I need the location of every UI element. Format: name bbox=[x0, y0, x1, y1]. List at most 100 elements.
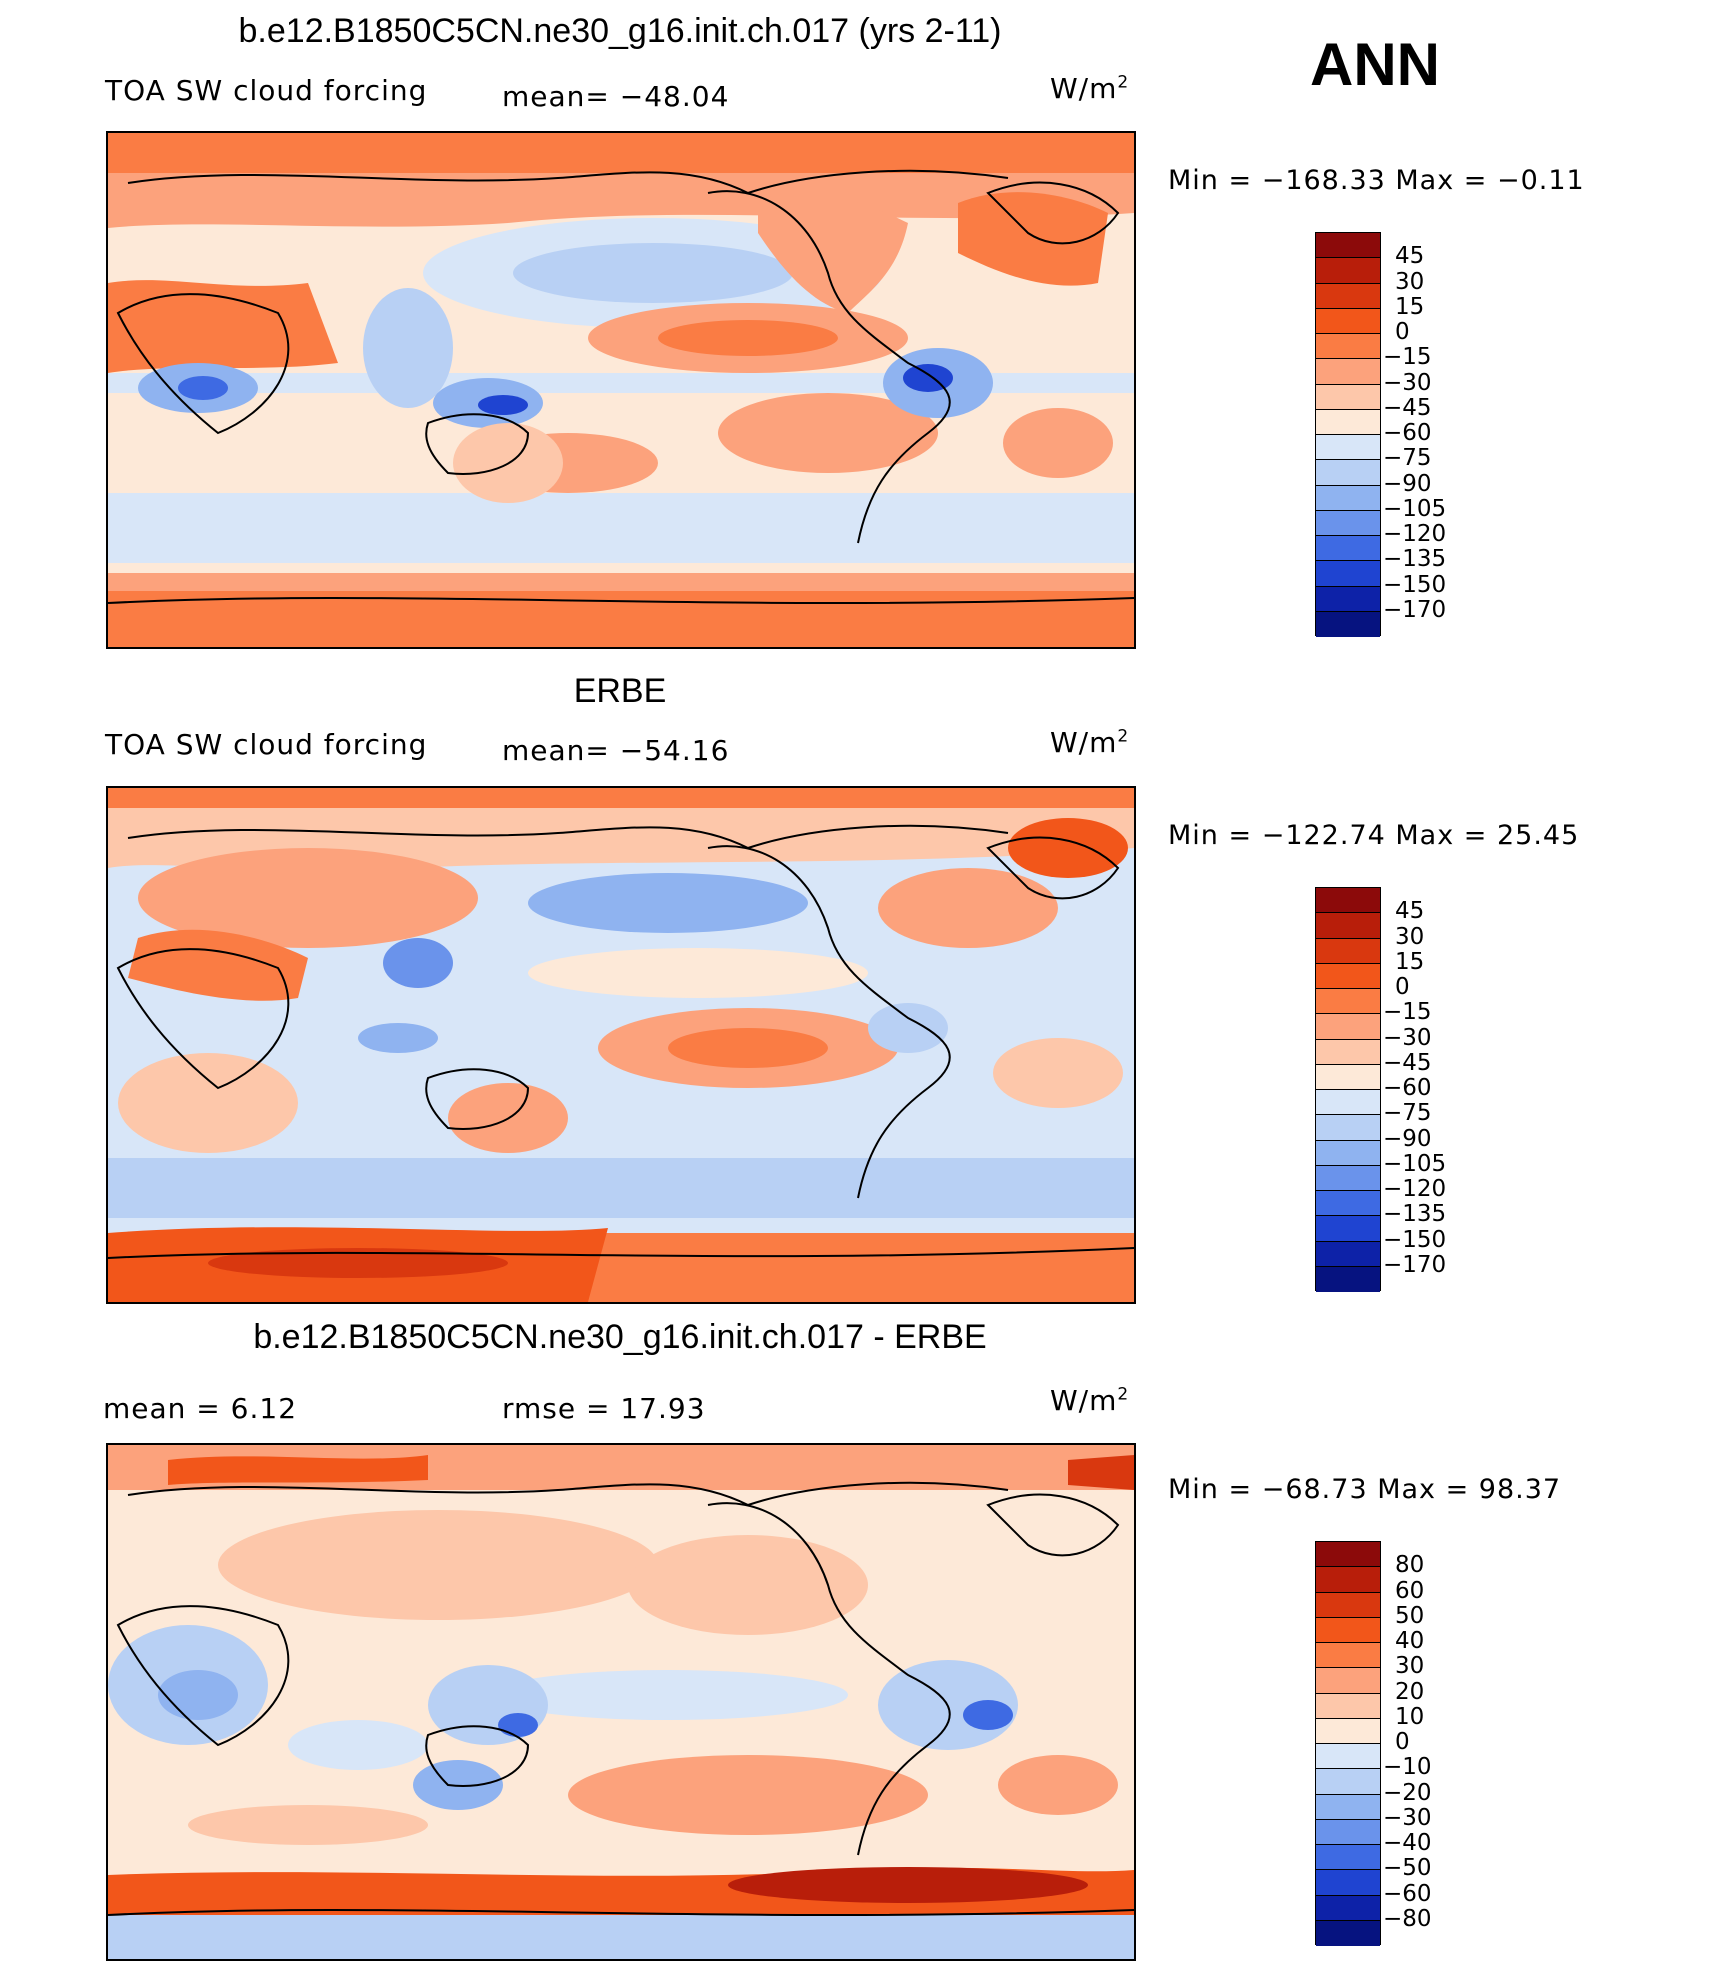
colorbar-swatch bbox=[1316, 1744, 1380, 1770]
colorbar-swatch bbox=[1316, 1920, 1380, 1946]
colorbar-tick-label: −150 bbox=[1383, 571, 1447, 598]
colorbar-tick-label: −45 bbox=[1383, 394, 1432, 421]
colorbar-tick-label: 45 bbox=[1395, 898, 1425, 925]
colorbar-swatch bbox=[1316, 1140, 1380, 1166]
colorbar-swatch bbox=[1316, 1643, 1380, 1669]
colorbar-tick-label: −40 bbox=[1383, 1830, 1432, 1856]
colorbar-tick-label: 50 bbox=[1395, 1602, 1425, 1629]
colorbar-swatch bbox=[1316, 334, 1380, 360]
colorbar-swatch bbox=[1316, 888, 1380, 914]
panel3-colorbar bbox=[1315, 1541, 1381, 1946]
colorbar-swatch bbox=[1316, 510, 1380, 536]
colorbar-swatch bbox=[1316, 586, 1380, 612]
colorbar-swatch bbox=[1316, 989, 1380, 1015]
colorbar-tick-label: 15 bbox=[1395, 293, 1425, 320]
colorbar-swatch bbox=[1316, 384, 1380, 410]
colorbar-swatch bbox=[1316, 561, 1380, 587]
colorbar-swatch bbox=[1316, 1769, 1380, 1795]
panel1-variable-label: TOA SW cloud forcing bbox=[105, 74, 428, 107]
colorbar-tick-label: 10 bbox=[1395, 1703, 1425, 1730]
colorbar-swatch bbox=[1316, 1567, 1380, 1593]
colorbar-tick-label: 20 bbox=[1395, 1678, 1425, 1705]
colorbar-swatch bbox=[1316, 485, 1380, 511]
colorbar-tick-label: −170 bbox=[1383, 596, 1447, 623]
colorbar-tick-label: −30 bbox=[1383, 369, 1432, 396]
colorbar-swatch bbox=[1316, 913, 1380, 939]
colorbar-swatch bbox=[1316, 1895, 1380, 1921]
colorbar-swatch bbox=[1316, 1870, 1380, 1896]
colorbar-tick-label: −75 bbox=[1383, 445, 1432, 472]
colorbar-swatch bbox=[1316, 1845, 1380, 1871]
colorbar-tick-label: −120 bbox=[1383, 521, 1447, 547]
panel1-units: W/m2 bbox=[1050, 72, 1130, 105]
colorbar-swatch bbox=[1316, 435, 1380, 461]
panel1-mean-label: mean= −48.04 bbox=[502, 80, 730, 113]
season-label: ANN bbox=[1310, 31, 1440, 98]
colorbar-swatch bbox=[1316, 963, 1380, 989]
colorbar-swatch bbox=[1316, 1165, 1380, 1191]
colorbar-tick-label: −170 bbox=[1383, 1251, 1447, 1278]
panel1-colorbar bbox=[1315, 232, 1381, 637]
panel3-map bbox=[106, 1443, 1136, 1961]
colorbar-tick-label: −135 bbox=[1383, 1201, 1447, 1228]
panel1-map bbox=[106, 131, 1136, 649]
colorbar-swatch bbox=[1316, 1216, 1380, 1242]
colorbar-swatch bbox=[1316, 308, 1380, 334]
colorbar-swatch bbox=[1316, 1191, 1380, 1217]
colorbar-tick-label: −45 bbox=[1383, 1049, 1432, 1076]
colorbar-tick-label: −105 bbox=[1383, 495, 1447, 522]
panel2-mean-label: mean= −54.16 bbox=[502, 734, 730, 767]
colorbar-tick-label: −60 bbox=[1383, 1075, 1432, 1101]
panel3-mean-label: mean = 6.12 bbox=[103, 1392, 298, 1425]
panel2-map bbox=[106, 786, 1136, 1304]
colorbar-tick-label: 30 bbox=[1395, 268, 1425, 295]
panel2-variable-label: TOA SW cloud forcing bbox=[105, 728, 428, 761]
colorbar-tick-label: −30 bbox=[1383, 1804, 1432, 1831]
colorbar-swatch bbox=[1316, 1617, 1380, 1643]
colorbar-tick-label: −150 bbox=[1383, 1226, 1447, 1253]
colorbar-tick-label: −15 bbox=[1383, 344, 1432, 371]
colorbar-swatch bbox=[1316, 1064, 1380, 1090]
colorbar-tick-label: 0 bbox=[1395, 974, 1410, 1000]
colorbar-tick-label: −10 bbox=[1383, 1754, 1432, 1781]
colorbar-tick-label: −80 bbox=[1383, 1905, 1432, 1932]
colorbar-tick-label: −60 bbox=[1383, 1880, 1432, 1907]
colorbar-tick-label: 40 bbox=[1395, 1628, 1425, 1654]
colorbar-tick-label: −120 bbox=[1383, 1176, 1447, 1202]
colorbar-swatch bbox=[1316, 1693, 1380, 1719]
colorbar-swatch bbox=[1316, 1794, 1380, 1820]
colorbar-swatch bbox=[1316, 460, 1380, 486]
colorbar-swatch bbox=[1316, 1090, 1380, 1116]
colorbar-swatch bbox=[1316, 258, 1380, 284]
colorbar-tick-label: 0 bbox=[1395, 1729, 1410, 1755]
colorbar-tick-label: −50 bbox=[1383, 1855, 1432, 1882]
colorbar-tick-label: −60 bbox=[1383, 420, 1432, 446]
colorbar-swatch bbox=[1316, 938, 1380, 964]
colorbar-swatch bbox=[1316, 1266, 1380, 1292]
panel3-minmax: Min = −68.73 Max = 98.37 bbox=[1168, 1474, 1562, 1505]
colorbar-tick-label: −15 bbox=[1383, 999, 1432, 1026]
panel1-title: b.e12.B1850C5CN.ne30_g16.init.ch.017 (yr… bbox=[238, 12, 1002, 50]
colorbar-swatch bbox=[1316, 1668, 1380, 1694]
colorbar-tick-label: 30 bbox=[1395, 1653, 1425, 1680]
panel2-colorbar bbox=[1315, 887, 1381, 1292]
panel2-title: ERBE bbox=[573, 672, 667, 710]
colorbar-tick-label: 80 bbox=[1395, 1552, 1425, 1579]
colorbar-swatch bbox=[1316, 359, 1380, 385]
colorbar-tick-label: −20 bbox=[1383, 1779, 1432, 1806]
colorbar-tick-label: 60 bbox=[1395, 1577, 1425, 1604]
panel2-units: W/m2 bbox=[1050, 726, 1130, 759]
colorbar-swatch bbox=[1316, 233, 1380, 259]
colorbar-swatch bbox=[1316, 1115, 1380, 1141]
colorbar-swatch bbox=[1316, 536, 1380, 562]
colorbar-tick-label: 15 bbox=[1395, 948, 1425, 975]
colorbar-tick-label: −90 bbox=[1383, 1125, 1432, 1152]
colorbar-swatch bbox=[1316, 1819, 1380, 1845]
panel1-minmax: Min = −168.33 Max = −0.11 bbox=[1168, 165, 1585, 196]
colorbar-tick-label: −30 bbox=[1383, 1024, 1432, 1051]
panel3-title: b.e12.B1850C5CN.ne30_g16.init.ch.017 - E… bbox=[253, 1318, 987, 1356]
colorbar-swatch bbox=[1316, 409, 1380, 435]
colorbar-swatch bbox=[1316, 1039, 1380, 1065]
panel2-minmax: Min = −122.74 Max = 25.45 bbox=[1168, 820, 1580, 851]
colorbar-swatch bbox=[1316, 1592, 1380, 1618]
